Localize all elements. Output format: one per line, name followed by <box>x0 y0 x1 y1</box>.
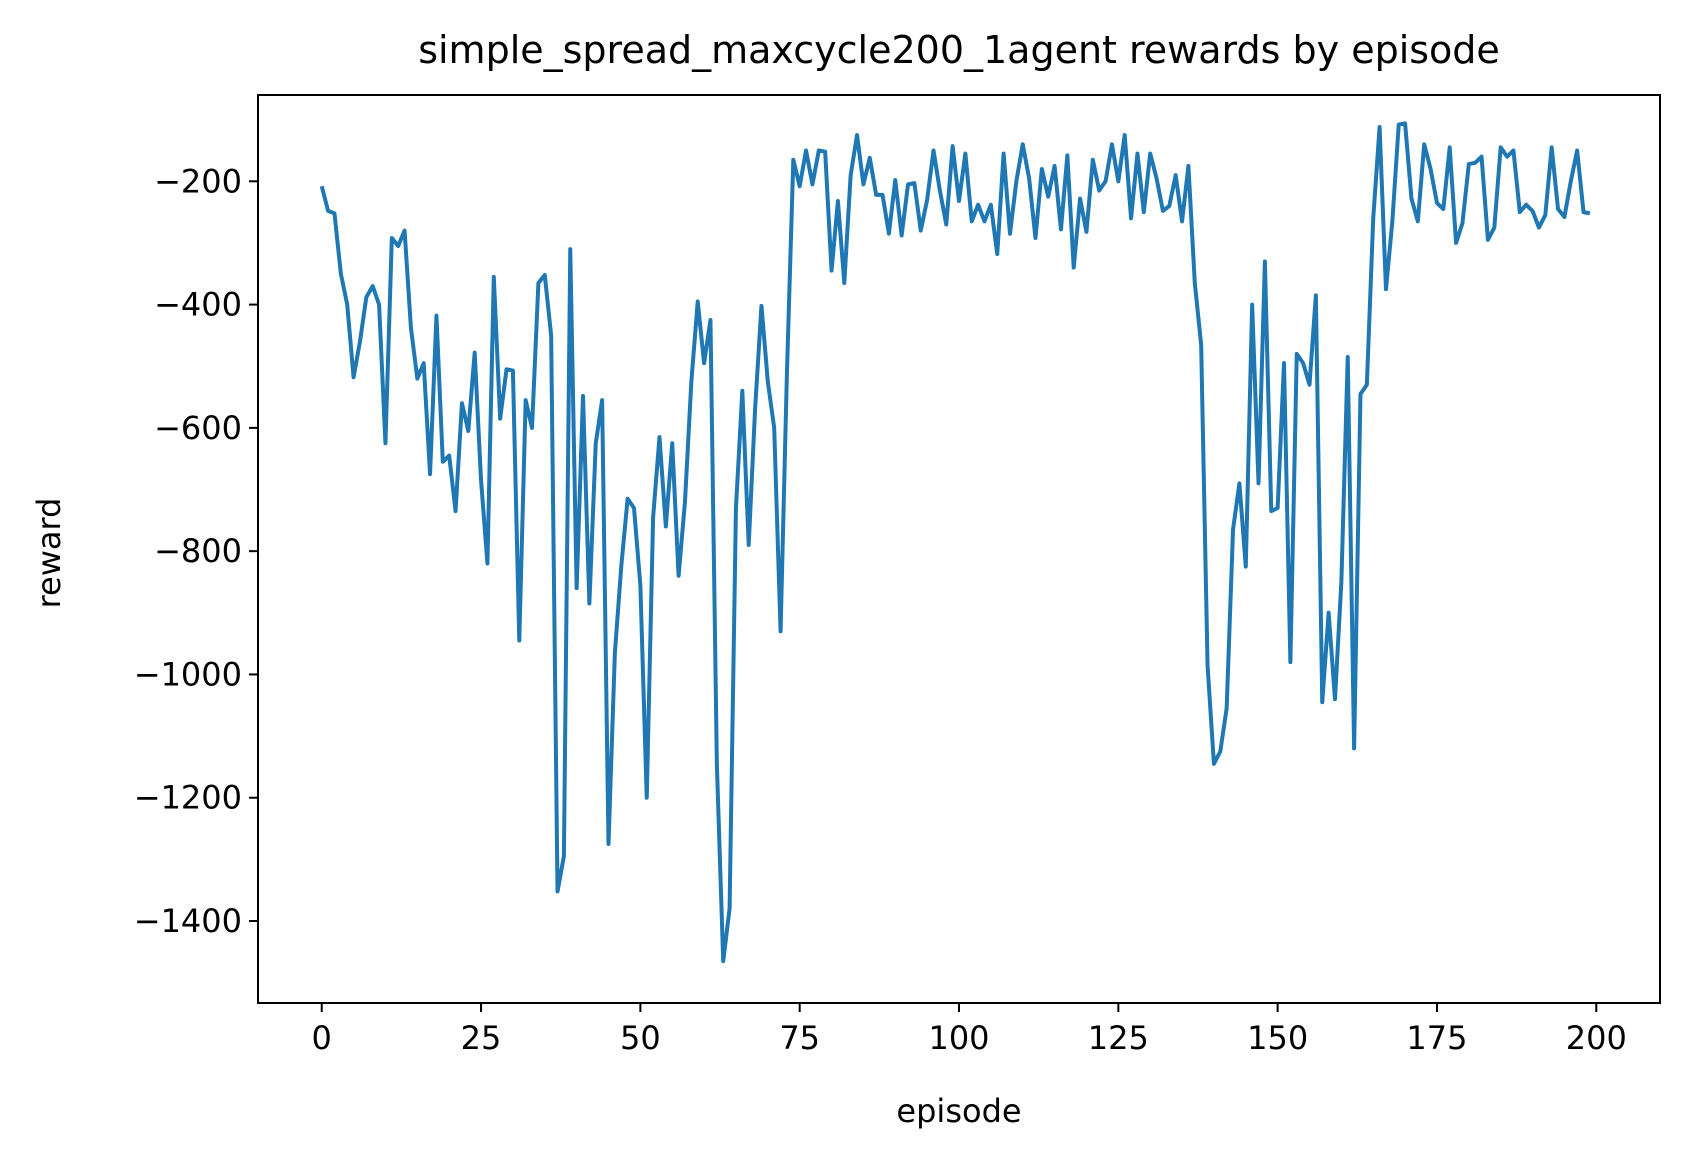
x-axis-label: episode <box>896 1092 1021 1130</box>
x-tick-label: 100 <box>928 1019 989 1057</box>
reward-series-line <box>319 121 1591 964</box>
x-axis-ticks: 0 25 50 75 100 125 150 175 200 <box>312 1003 1627 1057</box>
y-tick-label: −600 <box>154 409 242 447</box>
y-tick-label: −1400 <box>134 902 242 940</box>
y-tick-label: −400 <box>154 286 242 324</box>
axes-frame <box>257 94 1661 1004</box>
x-tick-label: 75 <box>779 1019 820 1057</box>
x-tick-label: 50 <box>620 1019 661 1057</box>
y-tick-label: −1000 <box>134 655 242 693</box>
x-tick-label: 150 <box>1247 1019 1308 1057</box>
x-tick-label: 0 <box>312 1019 332 1057</box>
plot-area <box>319 121 1591 964</box>
x-tick-label: 125 <box>1088 1019 1149 1057</box>
x-tick-label: 175 <box>1406 1019 1467 1057</box>
y-tick-label: −800 <box>154 532 242 570</box>
y-axis-label: reward <box>30 498 68 609</box>
x-tick-label: 25 <box>461 1019 502 1057</box>
x-tick-label: 200 <box>1566 1019 1627 1057</box>
y-axis-ticks: −200 −400 −600 −800 −1000 −1200 −1400 <box>134 162 258 940</box>
y-tick-label: −1200 <box>134 779 242 817</box>
y-tick-label: −200 <box>154 162 242 200</box>
chart-title: simple_spread_maxcycle200_1agent rewards… <box>418 28 1500 72</box>
